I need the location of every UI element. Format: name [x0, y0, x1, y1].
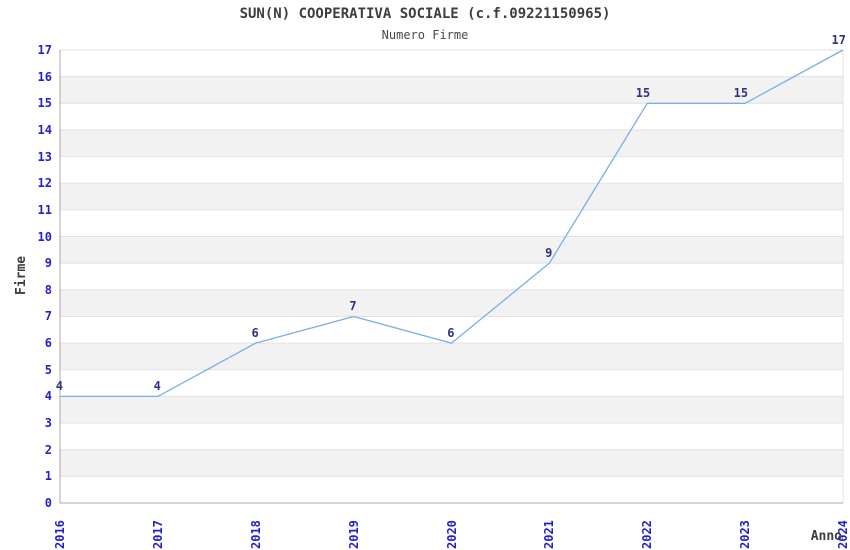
data-label: 7 — [349, 299, 357, 314]
x-tick-label: 2022 — [640, 520, 655, 549]
y-tick-label: 13 — [37, 149, 52, 164]
data-label: 9 — [545, 246, 553, 261]
x-tick-label: 2021 — [542, 520, 557, 549]
alt-band — [60, 183, 843, 210]
y-tick-label: 12 — [37, 176, 52, 191]
x-tick-label: 2018 — [248, 520, 263, 549]
data-label: 6 — [447, 326, 455, 341]
series-line — [60, 49, 844, 398]
y-tick-label: 2 — [44, 442, 52, 457]
y-tick-label: 1 — [44, 469, 52, 484]
y-tick-label: 0 — [44, 496, 52, 510]
x-tick-label: 2016 — [53, 520, 67, 549]
x-tick-label: 2020 — [444, 520, 459, 549]
alt-band — [60, 396, 843, 424]
y-tick-label: 15 — [37, 96, 52, 111]
y-tick-label: 14 — [37, 122, 52, 137]
y-tick-label: 9 — [44, 256, 52, 271]
x-tick-label: 2017 — [150, 520, 165, 549]
alt-band — [60, 289, 843, 317]
x-axis-title: Anno — [810, 529, 842, 544]
data-label: 15 — [635, 86, 651, 101]
chart-title: SUN(N) COOPERATIVA SOCIALE (c.f.09221150… — [239, 6, 611, 22]
y-tick-label: 7 — [44, 309, 52, 324]
data-label: 4 — [153, 379, 161, 394]
chart-subtitle: Numero Firme — [381, 28, 469, 42]
alt-band — [60, 343, 843, 370]
y-tick-label: 11 — [37, 202, 52, 217]
y-tick-label: 4 — [44, 389, 52, 404]
y-tick-label: 10 — [37, 229, 52, 244]
y-tick-label: 17 — [37, 43, 52, 57]
data-label: 17 — [831, 33, 846, 47]
alt-band — [60, 449, 843, 477]
data-label: 4 — [55, 379, 63, 394]
x-tick-label: 2023 — [738, 520, 753, 549]
y-tick-label: 8 — [44, 282, 52, 297]
y-tick-label: 16 — [37, 69, 52, 84]
x-tick-label: 2019 — [346, 520, 361, 549]
y-tick-label: 5 — [44, 362, 52, 377]
alt-band — [60, 76, 843, 104]
data-label: 6 — [251, 326, 259, 341]
y-axis-title: Firme — [14, 255, 29, 295]
y-tick-label: 3 — [44, 416, 52, 431]
data-label: 15 — [733, 86, 749, 101]
alt-band — [60, 129, 843, 157]
y-tick-label: 6 — [44, 336, 52, 351]
alt-band — [60, 236, 843, 264]
